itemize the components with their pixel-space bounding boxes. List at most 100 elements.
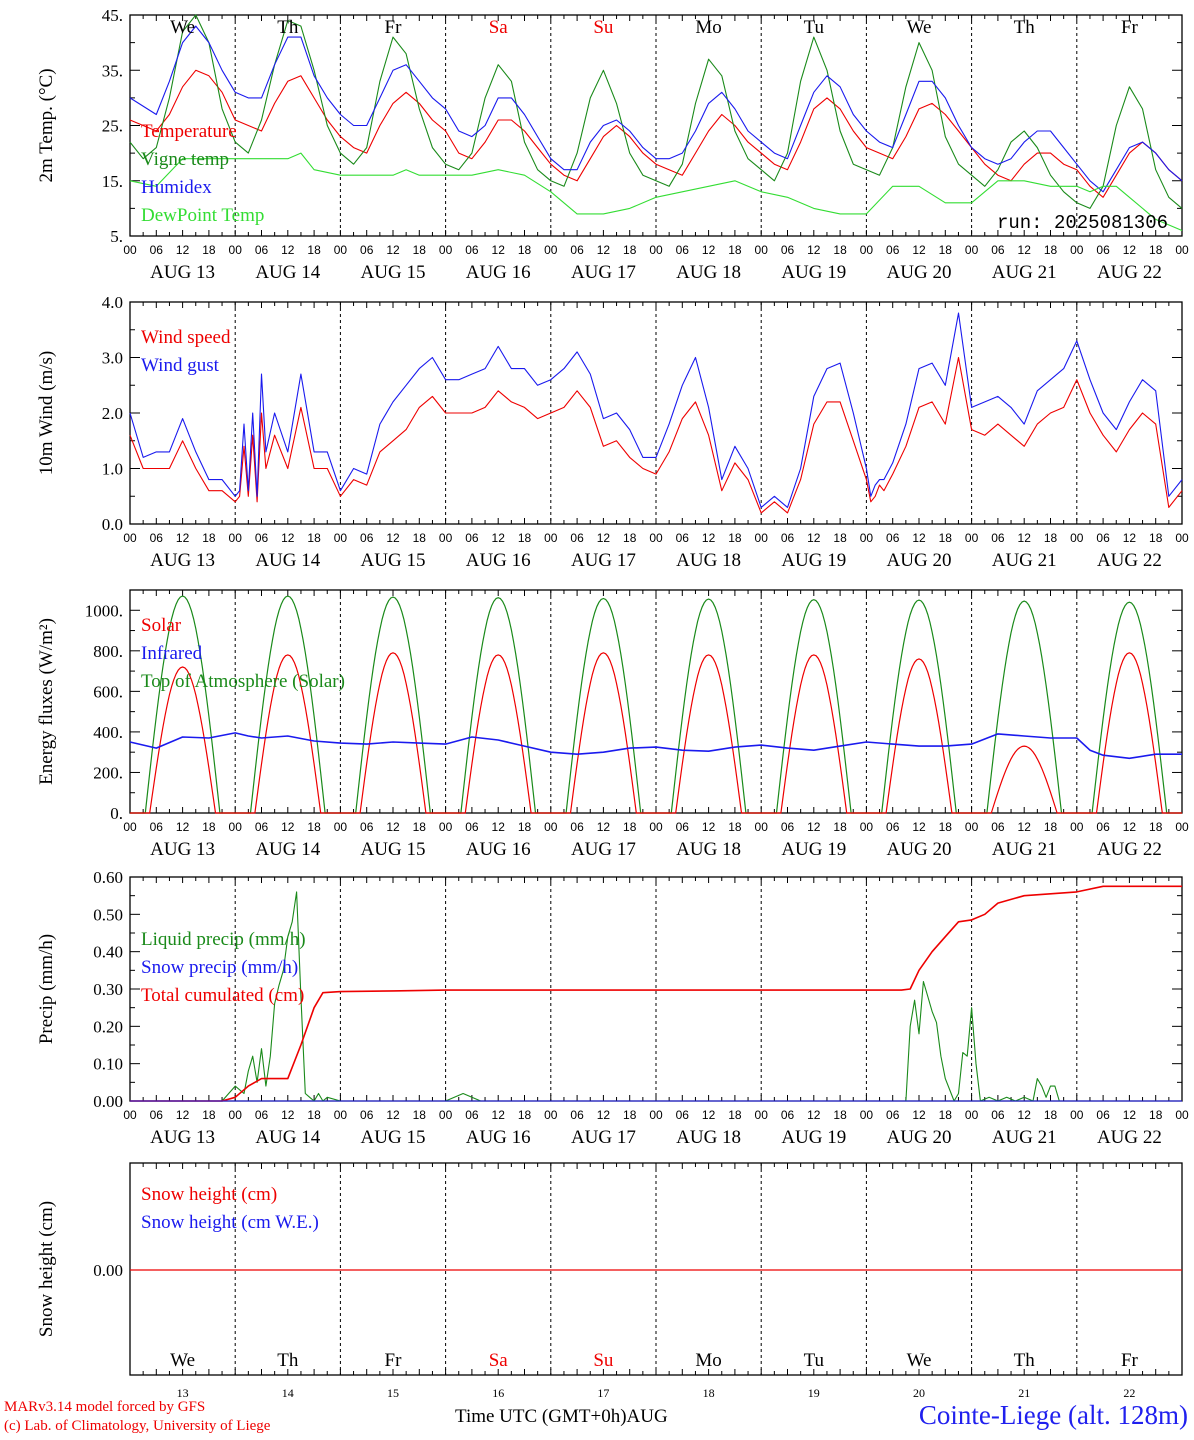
hour-tick-label: 06 [360, 531, 374, 545]
date-label: AUG 13 [150, 262, 215, 283]
hour-tick-label: 06 [991, 1108, 1005, 1122]
hour-tick-label: 18 [1044, 820, 1058, 834]
hour-tick-label: 18 [1044, 1108, 1058, 1122]
y-axis-label: Energy fluxes (W/m²) [36, 618, 57, 785]
hour-tick-label: 12 [386, 820, 400, 834]
date-label: AUG 20 [887, 550, 952, 571]
hour-tick-label: 12 [597, 820, 611, 834]
hour-tick-label: 00 [1070, 820, 1084, 834]
hour-tick-label: 06 [676, 1108, 690, 1122]
hour-tick-label: 00 [544, 243, 558, 257]
hour-tick-label: 12 [912, 243, 926, 257]
hour-tick-label: 06 [886, 1108, 900, 1122]
hour-tick-label: 18 [307, 243, 321, 257]
day-of-week-label: We [170, 17, 195, 38]
hour-tick-label: 18 [728, 820, 742, 834]
date-label: AUG 21 [992, 839, 1057, 860]
hour-tick-label: 12 [386, 243, 400, 257]
date-label: AUG 13 [150, 1127, 215, 1148]
hour-tick-label: 18 [1044, 243, 1058, 257]
hour-tick-label: 18 [1149, 820, 1163, 834]
hour-tick-label: 06 [150, 820, 164, 834]
day-of-week-label: Tu [804, 1350, 825, 1371]
day-number-label: 14 [282, 1386, 294, 1400]
hour-tick-label: 00 [229, 531, 243, 545]
y-tick-label: 0.40 [93, 943, 123, 962]
hour-tick-label: 06 [465, 531, 479, 545]
hour-tick-label: 00 [1070, 243, 1084, 257]
hour-tick-label: 00 [1175, 531, 1189, 545]
hour-tick-label: 06 [255, 820, 269, 834]
day-number-label: 15 [387, 1386, 399, 1400]
date-label: AUG 19 [781, 839, 846, 860]
hour-tick-label: 06 [781, 820, 795, 834]
legend-entry: Top of Atmosphere (Solar) [141, 671, 345, 692]
hour-tick-label: 18 [833, 531, 847, 545]
day-of-week-label: Fr [385, 1350, 403, 1371]
energy-flux-panel: 00 06 12 18 AUG 13 00 06 12 18 AUG 14 00 06 12 18 AUG … [36, 589, 1189, 860]
hour-tick-label: 18 [939, 1108, 953, 1122]
y-tick-label: 0.00 [93, 1261, 123, 1280]
day-of-week-label: Th [277, 1350, 299, 1371]
hour-tick-label: 00 [544, 820, 558, 834]
hour-tick-label: 06 [570, 1108, 584, 1122]
y-tick-label: 5. [110, 227, 123, 246]
legend-entry: Humidex [141, 177, 212, 198]
legend-entry: Liquid precip (mm/h) [141, 929, 306, 950]
hour-tick-label: 06 [360, 820, 374, 834]
y-tick-label: 800. [93, 642, 123, 661]
hour-tick-label: 12 [702, 820, 716, 834]
day-of-week-label: Fr [1121, 17, 1139, 38]
hour-tick-label: 18 [623, 531, 637, 545]
y-tick-label: 1000. [85, 601, 123, 620]
hour-tick-label: 12 [492, 243, 506, 257]
y-tick-label: 0.20 [93, 1017, 123, 1036]
hour-tick-label: 00 [649, 1108, 663, 1122]
hour-tick-label: 00 [123, 531, 137, 545]
hour-tick-label: 18 [833, 243, 847, 257]
hour-tick-label: 12 [1018, 1108, 1032, 1122]
series-wind-speed [129, 356, 1183, 514]
date-label: AUG 16 [466, 1127, 531, 1148]
day-of-week-label: Sa [489, 17, 509, 38]
hour-tick-label: 18 [1149, 243, 1163, 257]
day-number-label: 21 [1018, 1386, 1030, 1400]
date-label: AUG 14 [255, 839, 320, 860]
hour-tick-label: 00 [334, 531, 348, 545]
hour-tick-label: 18 [623, 243, 637, 257]
hour-tick-label: 00 [439, 1108, 453, 1122]
hour-tick-label: 06 [886, 820, 900, 834]
hour-tick-label: 00 [334, 820, 348, 834]
date-label: AUG 15 [361, 1127, 426, 1148]
solar-line [130, 652, 1182, 814]
hour-tick-label: 18 [939, 243, 953, 257]
hour-tick-label: 06 [150, 1108, 164, 1122]
hour-tick-label: 06 [1096, 531, 1110, 545]
model-credit: MARv3.14 model forced by GFS (c) Lab. of… [4, 1398, 270, 1436]
hour-tick-label: 00 [334, 243, 348, 257]
hour-tick-label: 06 [255, 243, 269, 257]
y-tick-label: 1.0 [102, 460, 123, 479]
wind-panel: 00 06 12 18 AUG 13 00 06 12 18 AUG 14 00 06 12 18 AUG … [36, 293, 1189, 571]
legend-entry: Wind gust [141, 355, 220, 376]
y-tick-label: 400. [93, 723, 123, 742]
date-label: AUG 15 [361, 550, 426, 571]
hour-tick-label: 12 [597, 243, 611, 257]
y-tick-label: 0.00 [93, 1092, 123, 1111]
day-of-week-label: Fr [1121, 1350, 1139, 1371]
hour-tick-label: 18 [413, 531, 427, 545]
hour-tick-label: 00 [123, 243, 137, 257]
date-label: AUG 22 [1097, 839, 1162, 860]
hour-tick-label: 12 [281, 1108, 295, 1122]
hour-tick-label: 00 [1070, 531, 1084, 545]
hour-tick-label: 18 [518, 1108, 532, 1122]
hour-tick-label: 00 [755, 820, 769, 834]
y-axis-label: 2m Temp. (°C) [36, 68, 57, 182]
date-label: AUG 17 [571, 839, 636, 860]
hour-tick-label: 18 [1149, 531, 1163, 545]
hour-tick-label: 06 [1096, 1108, 1110, 1122]
hour-tick-label: 06 [465, 1108, 479, 1122]
hour-tick-label: 06 [465, 243, 479, 257]
hour-tick-label: 06 [781, 243, 795, 257]
